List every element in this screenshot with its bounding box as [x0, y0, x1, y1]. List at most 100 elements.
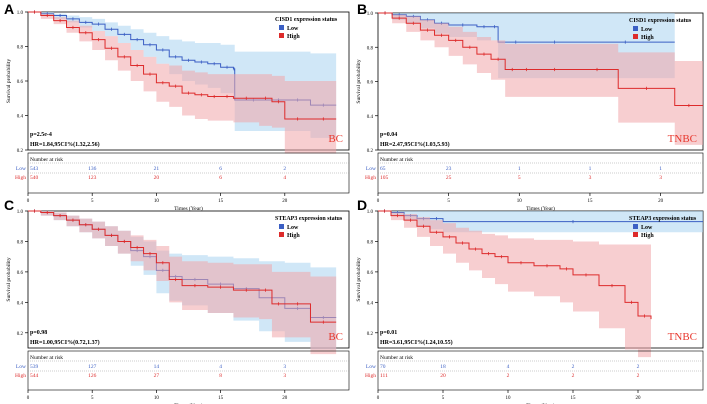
legend-swatch-low: [633, 26, 638, 31]
survival-curve-high: [378, 210, 652, 320]
risk-count-high: 3: [589, 175, 592, 181]
x-tick-label: 20: [636, 396, 642, 401]
p-value: p=0.01: [380, 330, 397, 336]
risk-count-high: 3: [659, 175, 662, 181]
legend-swatch-high: [279, 33, 284, 38]
risk-count-high: 123: [88, 175, 97, 181]
x-tick-label: 15: [571, 396, 577, 401]
risk-count-low: 539: [30, 364, 39, 370]
risk-count-low: 2: [637, 364, 640, 370]
panel-label-b: B: [357, 1, 368, 17]
legend-swatch-low: [279, 224, 284, 229]
x-tick-label: 0: [377, 199, 380, 204]
y-tick-label: 0.6: [367, 81, 374, 86]
risk-label-low: Low: [366, 166, 376, 172]
x-axis-label: Times (Year): [526, 402, 555, 404]
hazard-ratio: HR=1.84,95CI%(1.32,2.56): [30, 141, 100, 148]
legend-swatch-high: [279, 232, 284, 237]
y-tick-label: 0.2: [17, 332, 24, 337]
risk-count-low: 14: [154, 364, 160, 370]
y-axis-label: Survival probability: [356, 257, 362, 301]
x-tick-label: 0: [27, 199, 30, 204]
legend-label-low: Low: [641, 27, 653, 33]
x-tick-label: 20: [282, 396, 288, 401]
risk-table-title: Number at risk: [30, 157, 63, 163]
risk-count-low: 4: [219, 364, 222, 370]
legend-label-low: Low: [287, 225, 299, 231]
x-tick-label: 0: [377, 396, 380, 401]
y-tick-label: 0.4: [17, 301, 24, 306]
y-tick-label: 0.4: [367, 115, 374, 120]
risk-count-low: 1: [659, 166, 662, 172]
survival-curve-high: [378, 12, 703, 106]
risk-count-low: 136: [88, 166, 97, 172]
risk-count-low: 18: [440, 364, 446, 370]
x-tick-label: 15: [587, 199, 593, 204]
x-tick-label: 5: [447, 199, 450, 204]
legend-title: STEAP3 expression status: [275, 216, 343, 222]
y-tick-label: 0.6: [17, 271, 24, 276]
risk-count-high: 2: [507, 373, 510, 379]
x-tick-label: 10: [154, 396, 160, 401]
risk-count-high: 8: [219, 373, 222, 379]
x-tick-label: 5: [91, 199, 94, 204]
risk-count-low: 21: [154, 166, 160, 172]
survival-curve-high: [28, 11, 337, 120]
risk-count-low: 543: [30, 166, 39, 172]
plot-frame: [27, 210, 350, 349]
risk-count-high: 544: [30, 373, 39, 379]
risk-table-title: Number at risk: [380, 355, 413, 361]
y-tick-label: 0.4: [367, 301, 374, 306]
risk-count-high: 2: [572, 373, 575, 379]
y-tick-label: 0.8: [17, 240, 24, 245]
x-tick-label: 15: [218, 199, 224, 204]
risk-label-low: Low: [366, 364, 376, 370]
p-value: p=0.98: [30, 330, 47, 336]
risk-count-high: 4: [283, 175, 286, 181]
x-tick-label: 10: [506, 396, 512, 401]
risk-count-high: 111: [380, 373, 388, 379]
risk-count-low: 6: [219, 166, 222, 172]
x-tick-label: 15: [218, 396, 224, 401]
km-panel-c: 0.2 0.4 0.6 0.8 1.0 Survival probability STEAP…: [6, 209, 350, 404]
risk-label-high: High: [365, 373, 376, 379]
legend-swatch-high: [633, 34, 638, 39]
legend-swatch-low: [279, 25, 284, 30]
cohort-tag: BC: [328, 331, 343, 343]
risk-table-frame: [377, 350, 704, 391]
legend-title: STEAP3 expression status: [629, 216, 697, 222]
y-axis-label: Survival probability: [6, 59, 12, 103]
y-tick-label: 0.2: [367, 332, 374, 337]
risk-count-low: 65: [380, 166, 386, 172]
y-tick-label: 0.6: [17, 80, 24, 85]
risk-count-low: 1: [589, 166, 592, 172]
y-tick-label: 1.0: [17, 210, 24, 215]
legend-title: CISD1 expression status: [275, 17, 338, 23]
risk-label-low: Low: [16, 364, 26, 370]
y-tick-label: 1.0: [17, 11, 24, 16]
survival-curve-high: [28, 210, 337, 323]
legend-label-low: Low: [287, 26, 299, 32]
x-axis-label: Times (Year): [174, 402, 203, 404]
x-tick-label: 20: [282, 199, 288, 204]
cohort-tag: BC: [328, 133, 343, 145]
legend-title: CISD1 expression status: [629, 18, 692, 24]
ci-band-high: [378, 13, 703, 145]
cohort-tag: TNBC: [668, 133, 697, 145]
x-tick-label: 5: [91, 396, 94, 401]
y-tick-label: 0.8: [17, 46, 24, 51]
y-tick-label: 0.2: [17, 149, 24, 154]
risk-count-low: 2: [572, 364, 575, 370]
risk-count-low: 23: [446, 166, 452, 172]
risk-count-high: 20: [154, 175, 160, 181]
panel-label-c: C: [4, 197, 15, 213]
y-tick-label: 0.4: [17, 115, 24, 120]
risk-count-low: 127: [88, 364, 97, 370]
y-axis-label: Survival probability: [356, 59, 362, 103]
y-tick-label: 1.0: [367, 12, 374, 17]
legend-label-high: High: [287, 233, 300, 239]
risk-count-high: 20: [440, 373, 446, 379]
y-tick-label: 0.8: [367, 240, 374, 245]
legend-label-high: High: [641, 35, 654, 41]
